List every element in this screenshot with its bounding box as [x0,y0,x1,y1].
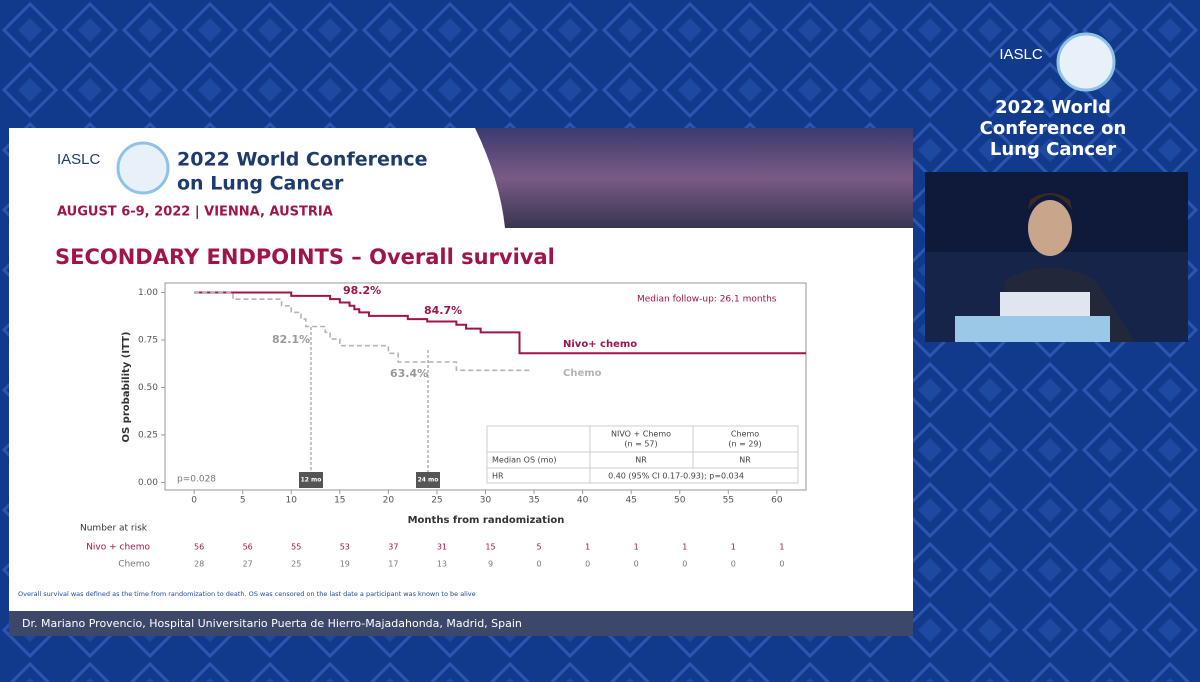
x-tick-label: 10 [286,496,298,506]
x-axis-label: Months from randomization [408,515,565,526]
risk-count: 1 [731,543,736,552]
slide-heading: SECONDARY ENDPOINTS – Overall survival [55,245,555,269]
series-label: Chemo [563,368,602,379]
risk-count: 0 [682,560,687,569]
presenter: Dr. Mariano Provencio, Hospital Universi… [22,617,522,630]
annotation: 24 mo [418,477,439,484]
x-tick-label: 35 [528,496,539,506]
presenter-bar [9,611,913,636]
table-cell: NR [635,456,647,465]
risk-count: 31 [437,543,447,552]
risk-count: 15 [485,543,495,552]
x-tick-label: 55 [723,496,734,506]
x-tick-label: 40 [577,496,589,506]
y-tick-label: 0.75 [138,335,158,345]
y-tick-label: 1.00 [138,288,158,298]
y-tick-label: 0.50 [138,383,158,393]
risk-count: 0 [537,560,542,569]
skyline-image [475,128,913,228]
risk-count: 55 [291,543,301,552]
table-header: NIVO + Chemo [611,430,671,439]
annotation: p=0.028 [177,475,216,485]
annotation: 82.1% [272,333,310,346]
x-tick-label: 30 [480,496,492,506]
header-curve [475,128,505,228]
risk-count: 0 [634,560,639,569]
sidebar-title: Conference on [980,118,1127,139]
risk-count: 56 [243,543,253,552]
table-cell: Median OS (mo) [492,456,557,465]
series-label: Nivo+ chemo [563,339,637,350]
x-tick-label: 5 [240,496,246,506]
table-cell: 0.40 (95% CI 0.17-0.93); p=0.034 [608,472,744,481]
x-tick-label: 50 [674,496,686,506]
risk-count: 1 [779,543,784,552]
risk-count: 17 [388,560,398,569]
y-axis-label: OS probability (ITT) [121,331,132,442]
time-marker [299,472,323,488]
risk-count: 27 [243,560,253,569]
slide-title: on Lung Cancer [177,173,344,195]
survival-curve [194,291,530,372]
time-marker [416,472,440,488]
speaker-video [925,172,1188,342]
x-tick-label: 25 [431,496,442,506]
annotation: 63.4% [390,367,428,380]
risk-count: 1 [682,543,687,552]
x-tick-label: 20 [383,496,395,506]
risk-count: 9 [488,560,493,569]
x-tick-label: 15 [334,496,345,506]
slide-org: IASLC [57,151,101,168]
risk-count: 5 [537,543,542,552]
risk-count: 28 [194,560,204,569]
table-cell: NR [739,456,751,465]
risk-table-title: Number at risk [80,524,148,534]
annotation: 12 mo [301,477,322,484]
slide-dates: AUGUST 6-9, 2022 | VIENNA, AUSTRIA [57,205,333,220]
risk-count: 19 [340,560,350,569]
sidebar-title: 2022 World [995,97,1111,118]
annotation: 84.7% [424,304,462,317]
logo [116,141,170,195]
risk-count: 56 [194,543,204,552]
x-tick-label: 60 [771,496,783,506]
risk-row-name: Chemo [118,560,150,570]
table-header: (n = 57) [624,440,657,449]
risk-count: 13 [437,560,447,569]
slide-title: 2022 World Conference [177,149,428,171]
y-tick-label: 0.00 [138,478,158,488]
summary-table: NIVO + Chemo(n = 57) Chemo(n = 29) Median … [486,425,799,484]
survival-curve [194,291,806,355]
x-tick-label: 45 [625,496,636,506]
annotation: 98.2% [343,284,381,297]
risk-count: 37 [388,543,398,552]
x-tick-label: 0 [191,496,197,506]
annotation: Median follow-up: 26.1 months [637,295,777,305]
table-header: (n = 29) [728,440,761,449]
risk-count: 1 [585,543,590,552]
sidebar-org: IASLC [999,46,1043,63]
risk-count: 0 [731,560,736,569]
y-tick-label: 0.25 [138,430,158,440]
footnote: Overall survival was defined as the time… [18,590,476,598]
sidebar: IASLC 2022 World Conference on Lung Canc… [980,32,1127,160]
risk-row-name: Nivo + chemo [86,543,150,553]
table-cell: HR [492,472,504,481]
risk-count: 0 [779,560,784,569]
logo [1056,32,1116,92]
table-header: Chemo [731,430,759,439]
risk-count: 0 [585,560,590,569]
sidebar-title: Lung Cancer [990,139,1116,160]
risk-count: 1 [634,543,639,552]
risk-count: 25 [291,560,301,569]
risk-count: 53 [340,543,350,552]
